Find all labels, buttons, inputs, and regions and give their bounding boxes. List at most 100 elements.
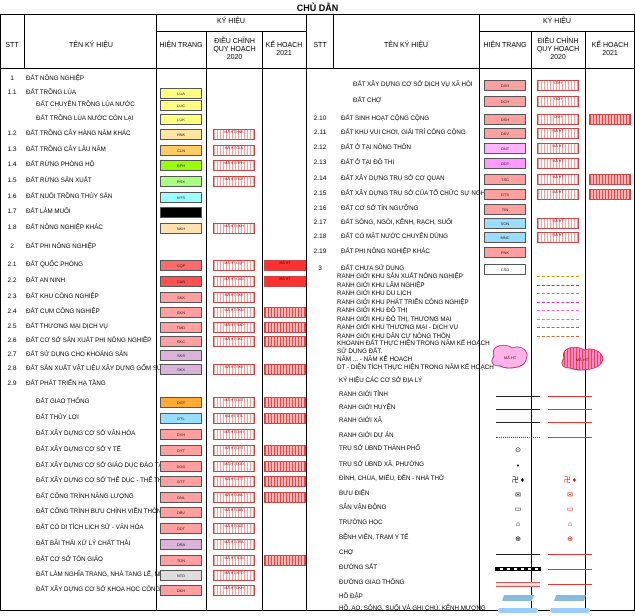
legend-row-stt bbox=[0, 411, 24, 425]
landuse-swatch-2021 bbox=[264, 397, 306, 408]
legend-row-stt bbox=[0, 427, 24, 441]
landuse-swatch-plan: MÃ HT SKN bbox=[213, 307, 255, 318]
landuse-swatch-current: DNL bbox=[160, 492, 202, 503]
legend-row-name: ĐẤT CHƯA SỬ DỤNG bbox=[341, 265, 405, 272]
legend-row-stt bbox=[0, 490, 24, 504]
landuse-swatch-current: DVH bbox=[160, 429, 202, 440]
landuse-swatch-plan: DCH bbox=[537, 96, 579, 107]
header-dieuchinh-left: ĐIỀU CHỈNH QUY HOẠCH 2020 bbox=[213, 38, 256, 61]
landuse-swatch-plan: MÃ HT SKX bbox=[213, 364, 255, 375]
symbol-sample-current bbox=[488, 563, 548, 575]
legend-row-stt: 2.4 bbox=[7, 308, 17, 315]
legend-row-stt: 1.8 bbox=[7, 224, 17, 231]
landuse-swatch-plan: MÃ HT CQP bbox=[213, 260, 255, 271]
boundary-line-sample bbox=[537, 276, 579, 277]
symbol-label: KÝ HIỆU CÁC CƠ SỞ ĐỊA LÝ bbox=[339, 377, 423, 384]
legend-row-stt bbox=[0, 568, 24, 582]
legend-row-name: ĐẤT XÂY DỰNG CƠ SỞ VĂN HÓA bbox=[36, 430, 136, 437]
grid-line bbox=[0, 14, 635, 15]
legend-row-name: ĐẤT LÀM NGHĨA TRANG, NHÀ TANG LỄ, NHÀ HỎ… bbox=[36, 571, 202, 578]
khoanh-line2: SỬ DỤNG ĐẤT. bbox=[337, 348, 383, 355]
landuse-swatch-current: SKC bbox=[160, 336, 202, 347]
symbol-sample-current bbox=[488, 604, 548, 616]
landuse-swatch-plan: MÃ HT DVH bbox=[213, 429, 255, 440]
khoanh-blob-current: MÃ HT bbox=[491, 344, 528, 369]
header-kehoach-left: KẾ HOẠCH 2021 bbox=[265, 42, 303, 57]
landuse-swatch-current: CAN bbox=[160, 276, 202, 287]
blob-plan-label: MÃ HT bbox=[576, 357, 589, 362]
legend-row-name: ĐẤT TRỒNG LÚA bbox=[26, 89, 76, 96]
landuse-swatch-current: CSD bbox=[484, 264, 526, 275]
legend-row-name: ĐẤT AN NINH bbox=[26, 277, 66, 284]
symbol-label: CHỢ bbox=[339, 549, 354, 556]
boundary-line-label: RANH GIỚI KHU ĐÔ THỊ bbox=[337, 307, 408, 314]
symbol-sample-plan bbox=[540, 592, 600, 604]
landuse-swatch-plan: MÃ HT TMD bbox=[213, 322, 255, 333]
landuse-swatch-plan: MÃ HT DRA bbox=[213, 539, 255, 550]
landuse-swatch-current: SON bbox=[484, 218, 526, 229]
symbol-sample-plan bbox=[540, 390, 600, 402]
legend-row-stt bbox=[0, 583, 24, 597]
grid-line bbox=[479, 14, 480, 611]
legend-row-stt bbox=[307, 94, 333, 108]
legend-row-stt: 1.5 bbox=[7, 177, 17, 184]
symbol-label: BỆNH VIỆN, TRẠM Y TẾ bbox=[339, 534, 409, 541]
legend-row-stt: 2.9 bbox=[7, 380, 17, 387]
header-kehoach-right: KẾ HOẠCH 2021 bbox=[591, 42, 629, 57]
boundary-line-sample bbox=[537, 327, 579, 328]
legend-row-stt: 1.6 bbox=[7, 193, 17, 200]
symbol-label: HỒ ĐẬP bbox=[339, 593, 363, 600]
landuse-swatch-current: RPH bbox=[160, 160, 202, 171]
legend-row-stt: 2.14 bbox=[313, 175, 327, 182]
legend-row-name: ĐẤT XÂY DỰNG TRỤ SỞ CỦA TỔ CHỨC SỰ NGHIỆ… bbox=[341, 190, 496, 197]
boundary-line-label: RANH GIỚI KHU LÂM NGHIỆP bbox=[337, 281, 425, 289]
legend-row-stt: 1.4 bbox=[7, 161, 17, 168]
grid-line bbox=[0, 14, 1, 611]
landuse-swatch-2021 bbox=[264, 413, 306, 424]
grid-line bbox=[531, 31, 532, 611]
landuse-swatch-current: DKH bbox=[160, 585, 202, 596]
symbol-label: SÂN VẬN ĐỘNG bbox=[339, 504, 387, 511]
legend-row-stt: 2.16 bbox=[313, 205, 327, 212]
landuse-swatch-2021 bbox=[264, 364, 306, 375]
legend-row-stt bbox=[0, 112, 24, 126]
symbol-sample-current: ✉ bbox=[515, 492, 521, 499]
header-name-left: TÊN KÝ HIỆU bbox=[69, 42, 113, 49]
landuse-swatch-current: SKN bbox=[160, 307, 202, 318]
landuse-swatch-plan: MÃ HT bbox=[537, 143, 579, 154]
legend-row-name: ĐẤT PHI NÔNG NGHIỆP KHÁC bbox=[341, 248, 430, 255]
symbol-sample-plan: ✉ bbox=[567, 492, 573, 499]
landuse-swatch-plan: MÃ HT DNL bbox=[213, 492, 255, 503]
landuse-swatch-current: DBV bbox=[160, 507, 202, 518]
legend-row-stt: 2.3 bbox=[7, 293, 17, 300]
landuse-swatch-current: CLN bbox=[160, 145, 202, 156]
symbol-sample-plan bbox=[540, 578, 600, 590]
boundary-line-label: RANH GIỚI KHU THƯƠNG MẠI - DỊCH VỤ bbox=[337, 324, 458, 331]
landuse-swatch-plan: MÃ HT DTL bbox=[213, 413, 255, 424]
khoanh-line3: NĂM ... - NĂM KẾ HOẠCH bbox=[337, 356, 413, 363]
legend-row-name: ĐẤT XÂY DỰNG CƠ SỞ KHOA HỌC CÔNG NGHỆ bbox=[36, 586, 180, 593]
legend-row-stt: 2.1 bbox=[7, 261, 17, 268]
boundary-line-label: RANH GIỚI KHU DU LỊCH bbox=[337, 290, 412, 297]
boundary-line-sample bbox=[537, 301, 579, 303]
boundary-line-sample bbox=[537, 318, 579, 320]
landuse-swatch-current: CQP bbox=[160, 260, 202, 271]
legend-row-name: ĐẤT Ở TẠI ĐÔ THỊ bbox=[341, 159, 395, 166]
legend-row-stt: 2.11 bbox=[313, 129, 327, 136]
symbol-label: TRỤ SỞ UBND XÃ, PHƯỜNG bbox=[339, 461, 424, 468]
landuse-swatch-current: ODT bbox=[484, 158, 526, 169]
symbol-sample-current bbox=[488, 403, 548, 415]
landuse-swatch-plan: MÃ HT RPH bbox=[213, 160, 255, 171]
legend-row-name: ĐẤT GIAO THÔNG bbox=[36, 398, 90, 405]
landuse-swatch-plan: MÃ HT NTD bbox=[213, 570, 255, 581]
legend-row-name: ĐẤT TRỒNG CÂY HÀNG NĂM KHÁC bbox=[26, 130, 131, 137]
landuse-swatch-plan: MÃ HT CAN bbox=[213, 276, 255, 287]
grid-line bbox=[333, 14, 334, 68]
khoanh-line1: KHOANH ĐẤT THỰC HIỆN TRONG NĂM KẾ HOẠCH bbox=[337, 340, 490, 347]
landuse-swatch-plan: MÃ HT DYT bbox=[213, 445, 255, 456]
legend-row-stt bbox=[0, 395, 24, 409]
symbol-sample-current bbox=[488, 431, 548, 443]
legend-row-stt bbox=[307, 78, 333, 92]
landuse-swatch-current: NKH bbox=[160, 223, 202, 234]
legend-row-stt: 2.7 bbox=[7, 351, 17, 358]
